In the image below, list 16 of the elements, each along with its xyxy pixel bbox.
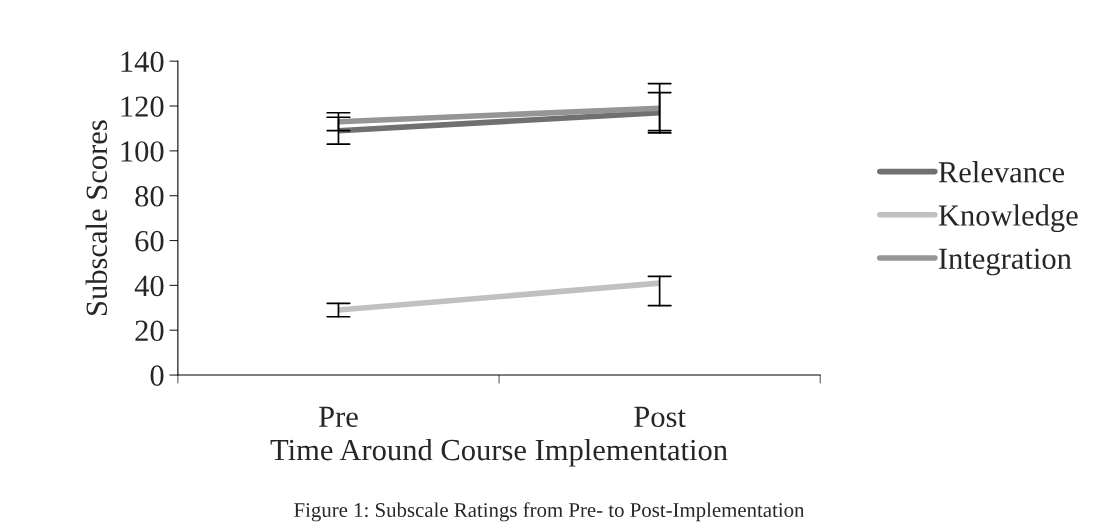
y-tick-label: 140	[121, 51, 164, 73]
x-axis-title: Time Around Course Implementation	[270, 438, 728, 467]
y-tick-label: 120	[121, 96, 164, 117]
x-tick-label: Post	[634, 406, 686, 428]
y-axis-title: Subscale Scores	[85, 120, 108, 315]
legend-label: Integration	[938, 248, 1072, 276]
y-tick-label: 60	[135, 230, 164, 252]
caption: Figure 1: Subscale Ratings from Pre- to Post-Implementation	[294, 502, 805, 522]
y-tick-label: 0	[150, 365, 164, 386]
legend-label: Knowledge	[938, 204, 1078, 233]
y-tick-label: 40	[134, 275, 164, 297]
y-tick-label: 20	[135, 320, 164, 342]
y-tick-label: 80	[135, 185, 164, 207]
y-tick-label: 100	[121, 141, 164, 162]
x-tick-label: Pre	[318, 406, 358, 428]
legend-label: Relevance	[938, 161, 1065, 183]
